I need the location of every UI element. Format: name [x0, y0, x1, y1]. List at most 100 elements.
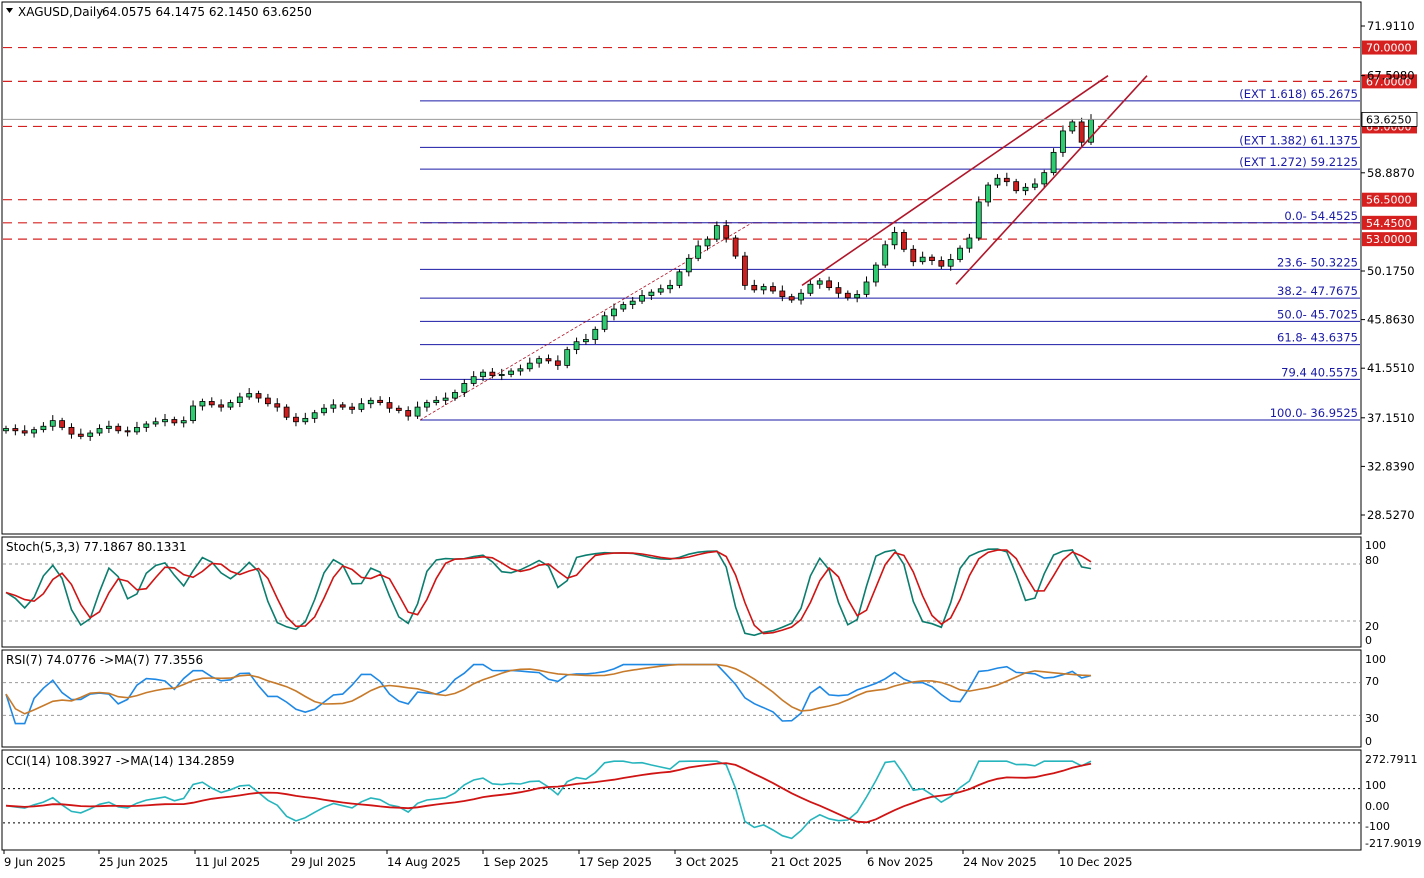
candle[interactable] [620, 304, 627, 310]
candle[interactable] [377, 399, 384, 403]
candle[interactable] [1078, 121, 1085, 143]
candle[interactable] [835, 287, 842, 294]
candle[interactable] [854, 293, 861, 299]
candle[interactable] [629, 300, 636, 305]
candle[interactable] [405, 410, 412, 417]
candle[interactable] [498, 374, 505, 376]
candle[interactable] [49, 420, 56, 427]
candle[interactable] [863, 281, 870, 295]
candle[interactable] [105, 425, 112, 429]
candle[interactable] [77, 433, 84, 437]
candle[interactable] [919, 256, 926, 263]
candle[interactable] [891, 231, 898, 246]
candle[interactable] [190, 405, 196, 422]
candle[interactable] [143, 423, 150, 428]
candle[interactable] [452, 392, 458, 399]
candle[interactable] [517, 368, 524, 372]
candle[interactable] [134, 426, 140, 433]
candle[interactable] [31, 429, 37, 434]
candle[interactable] [826, 280, 833, 289]
candle[interactable] [180, 420, 187, 424]
channel-upper-line[interactable] [801, 75, 1109, 287]
candle[interactable] [760, 286, 767, 291]
candle[interactable] [395, 407, 402, 411]
cci-pane[interactable] [1, 749, 1362, 851]
candle[interactable] [208, 401, 215, 406]
candle[interactable] [321, 407, 327, 414]
stoch-pane[interactable] [1, 536, 1362, 648]
symbol-dropdown-icon[interactable] [6, 8, 13, 13]
candle[interactable] [218, 404, 225, 408]
candle[interactable] [59, 420, 66, 428]
candle[interactable] [68, 426, 75, 435]
candle[interactable] [433, 399, 440, 403]
candle[interactable] [1031, 183, 1038, 188]
candle[interactable] [657, 288, 664, 293]
candle[interactable] [732, 237, 739, 257]
candle[interactable] [779, 290, 786, 298]
candle[interactable] [255, 393, 262, 399]
candle[interactable] [480, 371, 486, 378]
candle[interactable] [115, 425, 122, 432]
candle[interactable] [470, 376, 477, 384]
candle[interactable] [21, 430, 28, 434]
candle[interactable] [414, 406, 421, 417]
candle[interactable] [667, 284, 673, 290]
cci-ma-line[interactable] [5, 762, 1092, 824]
candle[interactable] [947, 259, 954, 267]
candle[interactable] [358, 403, 365, 410]
candle[interactable] [424, 402, 430, 408]
candle[interactable] [872, 264, 879, 283]
candle[interactable] [704, 238, 711, 247]
candle[interactable] [685, 257, 692, 273]
candle[interactable] [87, 432, 94, 437]
candle[interactable] [554, 360, 561, 366]
candle[interactable] [910, 248, 917, 263]
candle[interactable] [882, 244, 889, 266]
candle[interactable] [807, 283, 814, 294]
candle[interactable] [901, 231, 907, 250]
candle[interactable] [573, 341, 580, 351]
candle[interactable] [461, 383, 468, 393]
candle[interactable] [676, 271, 683, 286]
candle[interactable] [171, 419, 178, 424]
candle[interactable] [583, 339, 589, 343]
candle[interactable] [1022, 186, 1029, 192]
candle[interactable] [816, 280, 823, 285]
price-pane[interactable] [1, 1, 1362, 535]
stoch-signal-line[interactable] [5, 549, 1092, 635]
candle[interactable] [1003, 177, 1010, 183]
candle[interactable] [96, 428, 103, 434]
candle[interactable] [349, 406, 355, 410]
channel-lower-line[interactable] [955, 75, 1148, 285]
candle[interactable] [274, 403, 281, 408]
candle[interactable] [293, 416, 299, 423]
candle[interactable] [611, 308, 617, 317]
candle[interactable] [442, 397, 449, 401]
rsi-main-line[interactable] [5, 663, 1092, 725]
candle[interactable] [648, 291, 655, 296]
candle[interactable] [592, 328, 599, 340]
candle[interactable] [545, 358, 552, 362]
candle[interactable] [12, 428, 19, 432]
candle[interactable] [751, 284, 758, 291]
candle[interactable] [966, 237, 973, 249]
candle[interactable] [639, 295, 645, 302]
candle[interactable] [564, 349, 571, 366]
candle[interactable] [929, 256, 935, 261]
candle[interactable] [508, 370, 514, 375]
candle[interactable] [1013, 181, 1020, 192]
rsi-pane[interactable] [1, 649, 1362, 748]
candle[interactable] [1060, 130, 1066, 153]
candle[interactable] [489, 371, 496, 376]
candle[interactable] [713, 225, 720, 240]
stoch-main-line[interactable] [5, 548, 1092, 637]
candle[interactable] [367, 399, 374, 405]
candle[interactable] [311, 412, 318, 419]
candle[interactable] [264, 397, 271, 405]
candle[interactable] [844, 292, 851, 299]
candle[interactable] [994, 177, 1001, 186]
candle[interactable] [770, 286, 776, 292]
